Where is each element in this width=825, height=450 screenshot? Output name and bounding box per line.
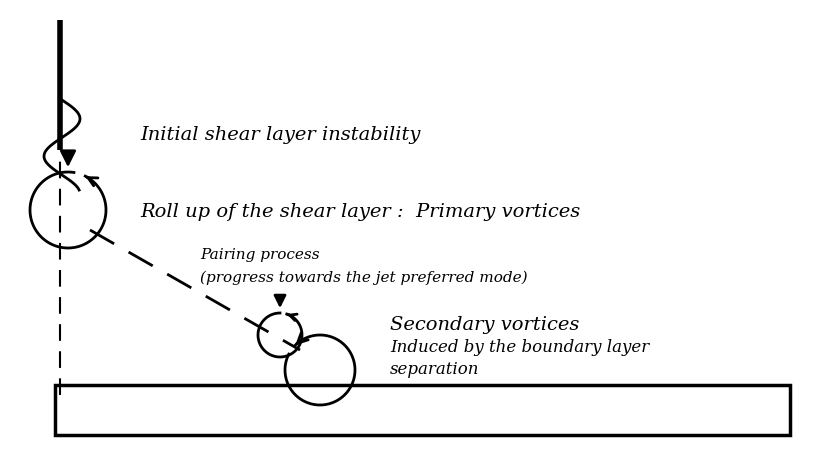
Text: Initial shear layer instability: Initial shear layer instability [140,126,421,144]
Text: Pairing process: Pairing process [200,248,319,262]
Text: (progress towards the jet preferred mode): (progress towards the jet preferred mode… [200,271,528,285]
Text: Roll up of the shear layer :  Primary vortices: Roll up of the shear layer : Primary vor… [140,203,580,221]
Text: Secondary vortices: Secondary vortices [390,316,579,334]
Bar [55,385,790,435]
Text: separation: separation [390,360,479,378]
Text: Induced by the boundary layer: Induced by the boundary layer [390,338,649,356]
